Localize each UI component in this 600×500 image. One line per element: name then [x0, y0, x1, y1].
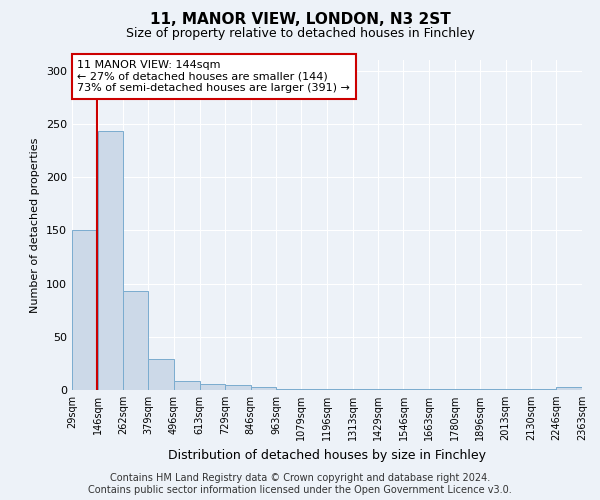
Bar — [148, 359, 174, 390]
Bar — [276, 389, 301, 390]
Text: 11 MANOR VIEW: 144sqm
← 27% of detached houses are smaller (144)
73% of semi-det: 11 MANOR VIEW: 144sqm ← 27% of detached … — [77, 60, 350, 93]
Bar — [98, 132, 123, 390]
Bar — [72, 230, 98, 390]
Bar — [123, 291, 148, 390]
Bar — [455, 389, 480, 390]
Bar — [480, 389, 506, 390]
Text: Size of property relative to detached houses in Finchley: Size of property relative to detached ho… — [125, 28, 475, 40]
Bar — [301, 389, 327, 390]
Bar — [200, 384, 225, 390]
Bar — [556, 387, 582, 390]
Text: Contains HM Land Registry data © Crown copyright and database right 2024.
Contai: Contains HM Land Registry data © Crown c… — [88, 474, 512, 495]
Bar — [251, 387, 276, 390]
Bar — [327, 389, 353, 390]
Bar — [378, 389, 403, 390]
X-axis label: Distribution of detached houses by size in Finchley: Distribution of detached houses by size … — [168, 448, 486, 462]
Bar — [506, 389, 531, 390]
Bar — [429, 389, 455, 390]
Bar — [531, 389, 556, 390]
Bar — [353, 389, 378, 390]
Bar — [403, 389, 429, 390]
Bar — [174, 382, 200, 390]
Bar — [225, 384, 251, 390]
Y-axis label: Number of detached properties: Number of detached properties — [31, 138, 40, 312]
Text: 11, MANOR VIEW, LONDON, N3 2ST: 11, MANOR VIEW, LONDON, N3 2ST — [149, 12, 451, 28]
